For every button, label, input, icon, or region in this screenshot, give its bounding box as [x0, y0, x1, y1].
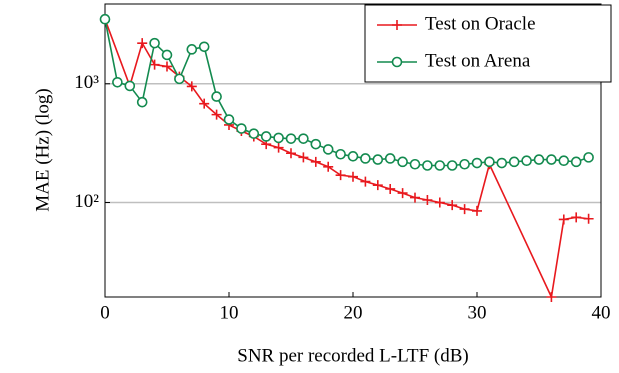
marker — [360, 176, 371, 187]
marker — [397, 188, 408, 199]
marker — [508, 156, 520, 168]
y-axis-label: MAE (Hz) (log) — [32, 88, 53, 211]
marker — [323, 161, 334, 172]
marker — [471, 157, 483, 169]
marker — [472, 205, 482, 216]
marker — [112, 76, 123, 88]
marker — [273, 132, 284, 144]
legend-label: Test on Arena — [425, 50, 531, 71]
marker — [273, 142, 284, 153]
marker — [521, 155, 532, 167]
marker — [384, 153, 396, 164]
marker — [236, 123, 247, 134]
x-tick-label: 20 — [344, 302, 363, 323]
legend-box — [364, 4, 612, 83]
plot-frame — [104, 3, 602, 298]
marker — [546, 154, 557, 165]
marker — [558, 155, 570, 167]
legend-marker — [391, 56, 403, 68]
marker — [149, 59, 160, 70]
marker — [248, 128, 260, 139]
marker — [260, 131, 272, 142]
legend-marker — [392, 20, 402, 30]
marker — [322, 144, 334, 155]
marker — [484, 156, 495, 168]
marker — [583, 213, 594, 224]
marker — [397, 156, 408, 168]
x-tick-label: 40 — [592, 302, 611, 323]
marker — [372, 180, 383, 191]
y-tick-label: 10³ — [74, 72, 99, 93]
marker — [211, 91, 222, 102]
marker — [186, 81, 197, 92]
marker — [409, 158, 421, 170]
marker — [162, 61, 172, 72]
marker — [186, 44, 198, 55]
marker — [459, 204, 470, 215]
marker — [496, 157, 508, 169]
marker — [347, 151, 359, 162]
marker — [99, 13, 111, 25]
x-tick-label: 10 — [220, 302, 239, 323]
marker — [124, 80, 136, 92]
marker — [360, 153, 371, 164]
marker — [286, 148, 296, 159]
marker — [310, 156, 321, 167]
marker — [285, 133, 297, 144]
marker — [434, 160, 446, 171]
marker — [298, 133, 309, 144]
marker — [558, 214, 569, 225]
marker — [335, 148, 346, 160]
marker — [546, 292, 557, 302]
marker — [422, 194, 433, 205]
y-tick-label: 10² — [74, 191, 99, 212]
marker — [570, 156, 582, 168]
marker — [583, 152, 594, 163]
marker — [161, 49, 173, 61]
marker — [434, 197, 445, 208]
marker — [149, 37, 160, 49]
marker — [136, 96, 148, 108]
marker — [533, 154, 545, 165]
marker — [223, 114, 235, 125]
marker — [198, 41, 210, 53]
x-axis-label: SNR per recorded L-LTF (dB) — [237, 345, 468, 366]
legend-label: Test on Oracle — [425, 13, 536, 34]
x-tick-label: 30 — [468, 302, 487, 323]
marker — [137, 38, 148, 49]
marker — [410, 192, 420, 203]
line — [104, 19, 589, 167]
marker — [199, 98, 210, 109]
marker — [385, 183, 396, 194]
marker — [211, 109, 222, 120]
marker — [174, 73, 185, 85]
marker — [348, 171, 358, 182]
marker — [335, 170, 346, 181]
marker — [372, 154, 384, 165]
marker — [447, 200, 458, 211]
marker — [298, 152, 309, 163]
marker — [310, 138, 322, 150]
marker — [446, 160, 458, 171]
marker — [422, 160, 433, 171]
x-tick-label: 0 — [100, 302, 110, 323]
marker — [571, 212, 582, 223]
marker — [459, 158, 470, 170]
